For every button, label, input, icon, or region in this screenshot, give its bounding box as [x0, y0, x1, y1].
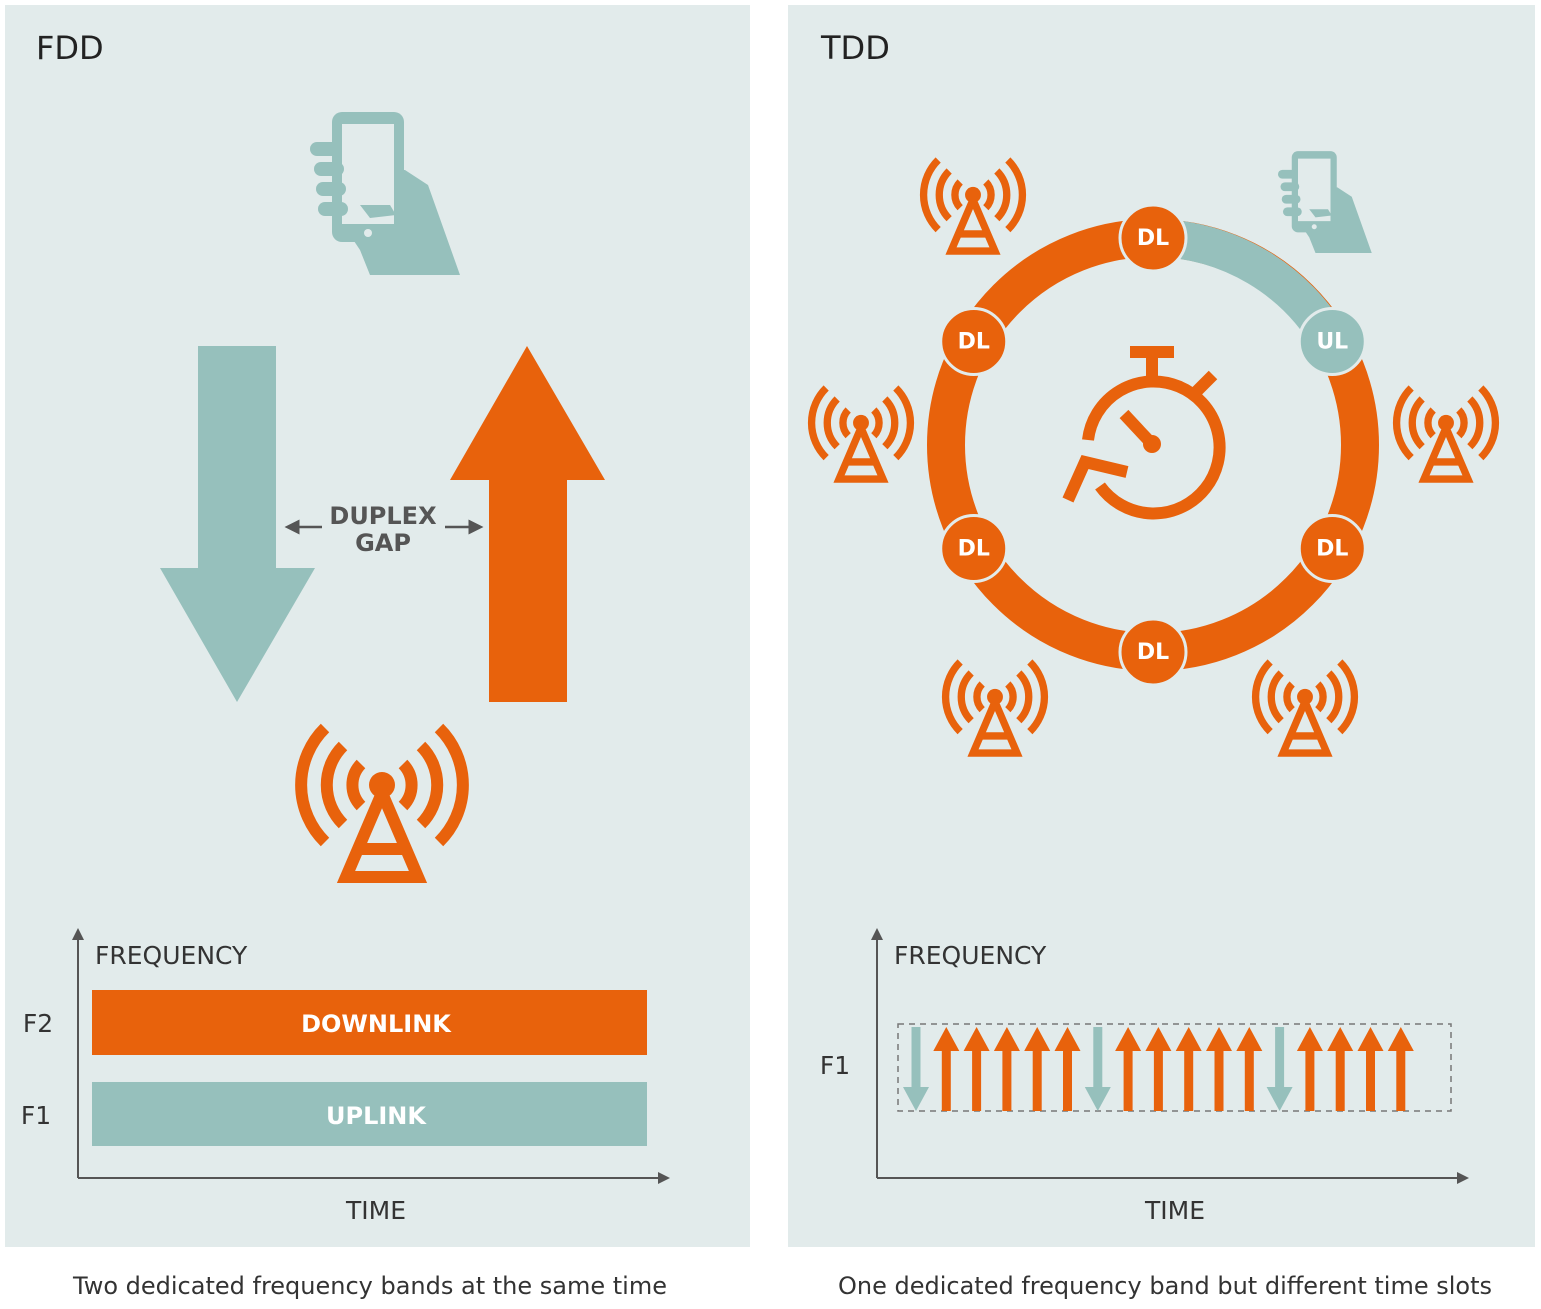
- ring-node: [1297, 514, 1367, 583]
- uplink-slot: [1327, 1027, 1354, 1111]
- ring-node: [939, 514, 1009, 583]
- caption: One dedicated frequency band but differe…: [838, 1272, 1492, 1300]
- time-slots: [903, 1027, 1414, 1111]
- band-name: UPLINK: [326, 1102, 427, 1130]
- uplink-slot: [933, 1027, 960, 1111]
- x-axis-label: TIME: [1144, 1196, 1205, 1225]
- ring-node-label: UL: [1316, 330, 1348, 355]
- band-label: F1: [21, 1101, 51, 1130]
- ring-node-label: DL: [1137, 226, 1169, 251]
- downlink-band: [92, 990, 647, 1055]
- uplink-slot: [993, 1027, 1020, 1111]
- gap-label: GAP: [355, 529, 411, 557]
- downlink-slot: [903, 1027, 929, 1111]
- band-label: F1: [820, 1051, 850, 1080]
- stopwatch: [1062, 346, 1226, 520]
- uplink-slot: [1206, 1027, 1232, 1111]
- uplink-arrow: [450, 346, 605, 702]
- uplink-slot: [1115, 1027, 1142, 1111]
- band-name: DOWNLINK: [301, 1010, 452, 1038]
- uplink-slot: [1236, 1027, 1263, 1111]
- uplink-slot: [1024, 1027, 1051, 1111]
- y-axis-label: FREQUENCY: [894, 941, 1047, 970]
- ring-node-label: DL: [1316, 537, 1348, 562]
- ring-node: [1297, 307, 1367, 376]
- uplink-slot: [963, 1027, 990, 1111]
- tdd-title: TDD: [820, 29, 890, 67]
- fdd-title: FDD: [36, 29, 104, 67]
- uplink-slot: [1296, 1027, 1323, 1111]
- y-axis-label: FREQUENCY: [95, 941, 248, 970]
- ring-node-label: DL: [958, 537, 990, 562]
- ring-node-label: DL: [1137, 640, 1169, 665]
- downlink-arrow: [160, 346, 315, 702]
- band-label: F2: [23, 1009, 53, 1038]
- downlink-slot: [1084, 1027, 1111, 1111]
- x-axis-label: TIME: [345, 1196, 406, 1225]
- ring-node-label: DL: [958, 330, 990, 355]
- uplink-slot: [1145, 1027, 1172, 1111]
- band-frame: [897, 1023, 1452, 1112]
- ring-node: [939, 307, 1009, 376]
- caption: Two dedicated frequency bands at the sam…: [72, 1272, 667, 1300]
- uplink-slot: [1054, 1027, 1081, 1111]
- uplink-slot: [1387, 1027, 1414, 1111]
- uplink-band: [92, 1082, 647, 1146]
- downlink-slot: [1266, 1027, 1293, 1111]
- uplink-slot: [1175, 1027, 1202, 1111]
- uplink-slot: [1357, 1027, 1384, 1111]
- ring-node: [1118, 203, 1188, 273]
- gap-label: DUPLEX: [329, 502, 437, 530]
- ring-node: [1118, 617, 1188, 687]
- ring-nodes: DL UL DL DL DL DL: [939, 203, 1367, 687]
